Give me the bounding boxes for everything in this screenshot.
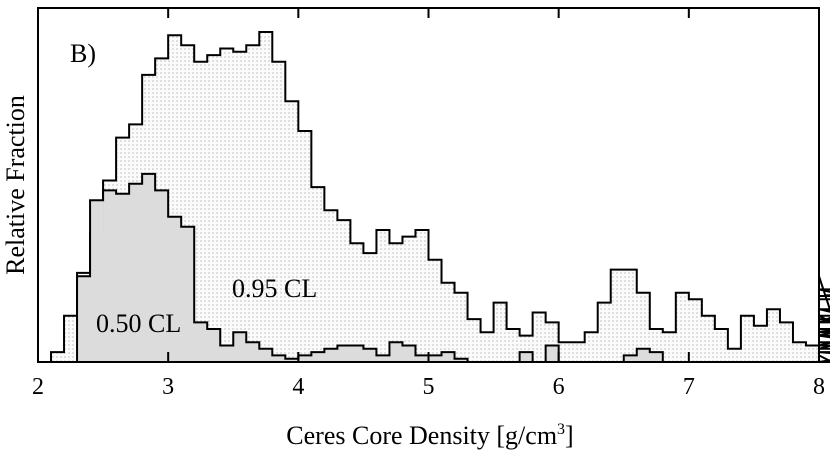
cl95-bar-16 — [259, 32, 273, 362]
cl95-bar-37 — [532, 312, 546, 362]
cl95-bar-23 — [350, 243, 364, 362]
cl95-bar-0 — [51, 352, 65, 362]
cl95-bar-39 — [558, 342, 572, 362]
cl50-bar-4 — [129, 183, 143, 362]
cl50-bar-3 — [116, 193, 130, 362]
cl50-bar-5 — [142, 173, 156, 362]
cl50-bar-34 — [519, 352, 533, 362]
cl95-bar-48 — [675, 292, 690, 362]
annotation-50-cl: 0.50 CL — [96, 309, 181, 338]
x-tick-label-3: 5 — [423, 374, 435, 400]
x-tick-label-0: 2 — [32, 374, 44, 400]
cl95-bar-49 — [688, 299, 703, 362]
cl50-bar-22 — [363, 348, 377, 362]
cl95-bar-12 — [207, 55, 221, 362]
cl50-bar-42 — [623, 355, 638, 362]
cl50-bar-27 — [428, 355, 442, 362]
cl95-bar-43 — [610, 269, 625, 362]
x-tick-label-2: 4 — [292, 374, 304, 400]
cl95-bar-45 — [636, 292, 651, 362]
cl95-bar-42 — [597, 302, 612, 362]
cl95-bar-17 — [272, 61, 286, 362]
cl95-bar-33 — [480, 332, 494, 362]
cl95-bar-19 — [298, 131, 312, 362]
cl95-bar-56 — [779, 322, 794, 362]
cl50-bar-43 — [636, 348, 651, 362]
cl50-bar-18 — [311, 352, 325, 362]
cl50-bar-26 — [415, 355, 429, 362]
cl50-bar-8 — [181, 226, 195, 362]
x-tick-label-1: 3 — [162, 374, 174, 400]
cl50-bar-14 — [259, 348, 273, 362]
cl95-bar-32 — [467, 319, 481, 362]
cl95-bar-40 — [571, 342, 585, 362]
cl95-bar-15 — [246, 45, 260, 362]
cl95-bar-27 — [402, 236, 416, 362]
x-tick-label-4: 6 — [553, 374, 565, 400]
cl95-bar-24 — [363, 253, 377, 362]
cl95-bar-41 — [584, 332, 599, 362]
cl50-bar-19 — [324, 348, 338, 362]
cl50-bar-7 — [168, 216, 182, 362]
cl50-bar-1 — [90, 200, 104, 362]
cl95-bar-55 — [766, 309, 781, 362]
cl95-bar-47 — [662, 332, 677, 362]
x-axis-ticks: 2 3 4 5 6 7 8 — [32, 8, 825, 400]
cl95-bar-52 — [727, 348, 742, 362]
cl50-bar-2 — [103, 190, 117, 362]
cl50-bar-20 — [337, 345, 351, 362]
cl50-bar-36 — [545, 345, 559, 362]
cl50-bar-12 — [233, 332, 247, 362]
cl95-bar-28 — [415, 230, 429, 362]
annotation-95-cl: 0.95 CL — [232, 274, 317, 303]
cl95-bar-22 — [337, 220, 351, 362]
cl50-bar-11 — [220, 345, 234, 362]
cl95-bar-14 — [233, 51, 247, 363]
cl95-bar-29 — [428, 259, 442, 362]
cl50-bar-17 — [298, 355, 312, 362]
cl95-bar-44 — [623, 269, 638, 362]
cl95-outline — [50, 31, 830, 362]
cl50-bar-13 — [246, 342, 260, 362]
cl50-bar-6 — [155, 190, 169, 362]
cl50-bar-21 — [350, 345, 364, 362]
cl95-bar-31 — [454, 292, 468, 362]
cl95-bar-20 — [311, 187, 325, 362]
cl95-bar-51 — [714, 329, 729, 362]
cl50-bar-24 — [389, 342, 403, 362]
cl50-bar-16 — [285, 358, 299, 362]
cl95-bar-53 — [740, 315, 755, 362]
panel-label: B) — [70, 39, 96, 68]
cl95-bar-57 — [792, 342, 807, 362]
x-tick-label-6: 8 — [813, 374, 825, 400]
cl95-bar-26 — [389, 243, 403, 362]
cl95-bar-13 — [220, 48, 234, 362]
cl50-bar-23 — [376, 355, 390, 362]
series-0-50-cl — [76, 172, 830, 363]
x-tick-label-5: 7 — [683, 374, 695, 400]
cl95-bar-18 — [285, 101, 299, 363]
cl95-bar-50 — [701, 315, 716, 362]
cl95-bar-54 — [753, 325, 768, 362]
cl95-bar-35 — [506, 329, 520, 362]
cl95-bar-58 — [805, 345, 820, 362]
cl95-bar-11 — [194, 61, 208, 362]
cl50-bar-44 — [649, 352, 664, 362]
cl50-bar-10 — [207, 329, 221, 362]
cl95-bar-34 — [493, 302, 507, 362]
cl95-bar-21 — [324, 210, 338, 362]
cl50-bar-15 — [272, 355, 286, 362]
cl95-bar-25 — [376, 230, 390, 362]
cl50-bar-28 — [441, 352, 455, 362]
x-axis-label: Ceres Core Density [g/cm3] — [286, 421, 573, 450]
cl50-bar-9 — [194, 322, 208, 362]
cl95-bar-1 — [64, 315, 78, 362]
cl50-bar-25 — [402, 345, 416, 362]
cl95-bar-30 — [441, 282, 455, 362]
y-axis-label: Relative Fraction — [1, 95, 30, 275]
cl50-bar-0 — [77, 276, 91, 362]
cl50-bar-29 — [454, 358, 468, 362]
